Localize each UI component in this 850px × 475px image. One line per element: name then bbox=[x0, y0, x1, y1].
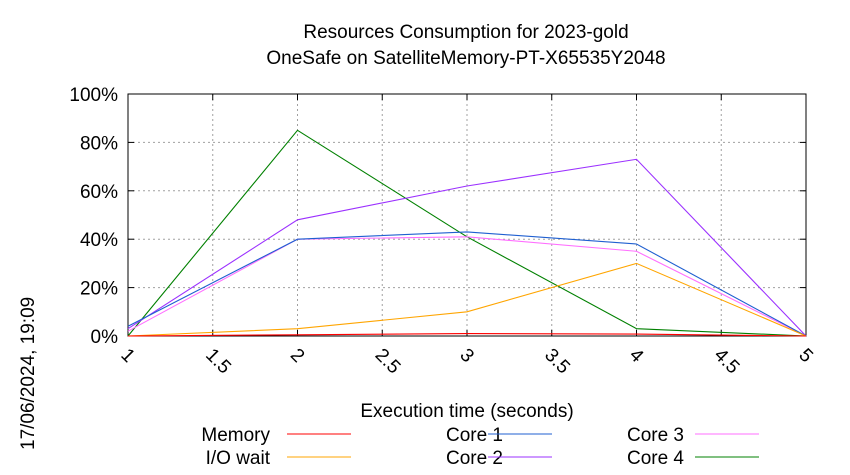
legend-label: Core 4 bbox=[627, 448, 684, 469]
x-tick-label: 5 bbox=[794, 345, 816, 367]
series-line-core-1 bbox=[127, 231, 807, 337]
legend-label: Core 2 bbox=[446, 448, 503, 469]
legend-label: Core 3 bbox=[627, 425, 684, 446]
y-tick-label: 0% bbox=[91, 327, 119, 348]
timestamp-label: 17/06/2024, 19:09 bbox=[18, 297, 39, 450]
chart-title-line-1: Resources Consumption for 2023-gold bbox=[303, 22, 628, 43]
legend-label: I/O wait bbox=[206, 448, 271, 469]
x-tick-label: 2 bbox=[286, 345, 308, 367]
series-line-core-2 bbox=[127, 158, 807, 337]
series-line-core-3 bbox=[127, 236, 807, 337]
series-line-memory bbox=[127, 333, 807, 337]
grid bbox=[128, 94, 806, 336]
y-tick-label: 80% bbox=[80, 133, 118, 154]
x-tick-label: 3.5 bbox=[540, 345, 574, 379]
x-tick-label: 4.5 bbox=[710, 345, 744, 379]
y-tick-label: 100% bbox=[69, 85, 118, 106]
y-tick-label: 60% bbox=[80, 182, 118, 203]
x-tick-label: 1.5 bbox=[201, 345, 235, 379]
y-tick-label: 20% bbox=[80, 279, 118, 300]
y-axis-ticks: 0% 20% 40% 60% 80% 100% bbox=[69, 85, 806, 348]
x-axis-label: Execution time (seconds) bbox=[360, 401, 573, 422]
x-tick-label: 1 bbox=[116, 345, 138, 367]
x-tick-label: 4 bbox=[625, 345, 648, 368]
legend-label: Core 1 bbox=[446, 425, 503, 446]
chart-title-line-2: OneSafe on SatelliteMemory-PT-X65535Y204… bbox=[266, 48, 665, 69]
legend-label: Memory bbox=[201, 425, 270, 446]
series-lines bbox=[127, 129, 807, 337]
series-line-i-o-wait bbox=[127, 262, 807, 337]
y-tick-label: 40% bbox=[80, 230, 118, 251]
x-tick-label: 3 bbox=[455, 345, 477, 367]
x-tick-label: 2.5 bbox=[371, 345, 405, 379]
